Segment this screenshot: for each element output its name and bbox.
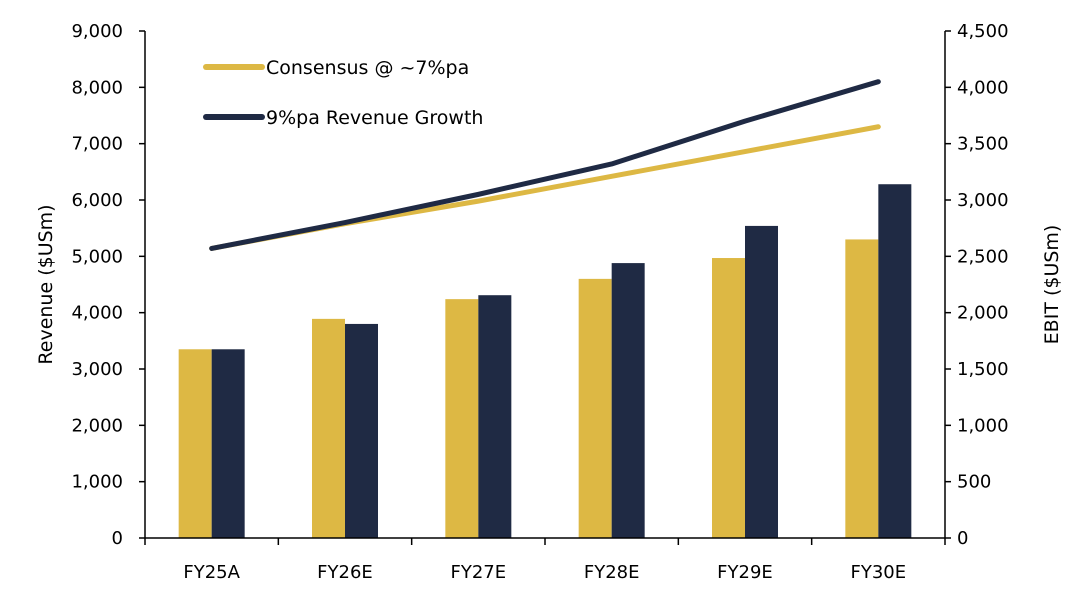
x-tick-label: FY30E [851,562,907,583]
x-tick-label: FY27E [451,562,507,583]
right-tick-label: 4,500 [957,21,1009,42]
x-tick-label: FY26E [317,562,373,583]
right-tick-label: 1,000 [957,415,1009,436]
right-tick-label: 4,000 [957,77,1009,98]
left-tick-label: 0 [112,528,123,549]
lines-group [209,79,881,251]
right-tick-label: 3,500 [957,134,1009,155]
bar-growth-fy26e [345,323,378,538]
right-tick-label: 3,000 [957,190,1009,211]
legend: Consensus @ ~7%pa 9%pa Revenue Growth [203,57,483,129]
x-tick-label: FY29E [717,562,773,583]
bar-growth-fy30e [878,184,912,538]
left-tick-label: 9,000 [71,21,123,42]
bars-group [178,184,912,538]
left-tick-label: 3,000 [71,359,123,380]
bar-consensus-fy28e [578,278,612,538]
bar-consensus-fy30e [845,239,879,538]
left-tick-label: 8,000 [71,77,123,98]
right-tick-label: 1,500 [957,359,1009,380]
x-tick-label: FY28E [584,562,640,583]
left-tick-label: 7,000 [71,134,123,155]
left-tick-label: 5,000 [71,246,123,267]
left-axis-title: Revenue ($USm) [35,204,57,364]
bar-growth-fy27e [478,295,512,538]
bar-growth-fy28e [611,263,645,538]
right-axis-title: EBIT ($USm) [1041,225,1063,345]
left-tick-label: 1,000 [71,472,123,493]
x-tick-label: FY25A [183,562,240,583]
right-tick-label: 2,000 [957,303,1009,324]
bar-consensus-fy26e [312,318,345,538]
legend-label: Consensus @ ~7%pa [266,57,469,79]
bar-growth-fy29e [745,225,778,538]
left-tick-label: 2,000 [71,415,123,436]
bar-consensus-fy29e [712,258,745,538]
bar-growth-fy25a [211,349,245,538]
left-tick-label: 4,000 [71,303,123,324]
left-tick-label: 6,000 [71,190,123,211]
bar-consensus-fy27e [445,299,479,538]
right-tick-label: 0 [957,528,968,549]
right-tick-label: 2,500 [957,246,1009,267]
right-tick-label: 500 [957,472,991,493]
axes-group: 0 1,000 2,000 3,000 4,000 5,000 6,000 7,000 8,00… [35,21,1063,583]
line-growth [209,79,881,251]
bar-consensus-fy25a [178,349,212,538]
legend-label: 9%pa Revenue Growth [266,107,483,129]
